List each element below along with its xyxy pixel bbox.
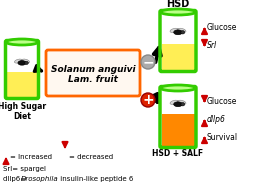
Text: High Sugar
Diet: High Sugar Diet — [0, 102, 46, 121]
Text: insulin-like peptide 6: insulin-like peptide 6 — [58, 176, 133, 182]
Bar — [161, 12, 195, 70]
Ellipse shape — [160, 85, 195, 91]
Text: = Increased: = Increased — [10, 154, 52, 160]
Bar — [161, 88, 195, 146]
Bar — [161, 44, 195, 70]
Text: Lam. fruit: Lam. fruit — [68, 75, 118, 84]
Ellipse shape — [14, 59, 22, 63]
Text: Survival: Survival — [206, 132, 238, 142]
Text: = decreased: = decreased — [69, 154, 113, 160]
Ellipse shape — [25, 61, 28, 64]
Text: Glucose: Glucose — [206, 98, 237, 106]
Circle shape — [141, 55, 155, 69]
Bar — [7, 72, 37, 97]
Bar — [7, 42, 37, 97]
Ellipse shape — [22, 59, 29, 63]
Ellipse shape — [160, 9, 195, 15]
Text: +: + — [142, 93, 154, 107]
FancyBboxPatch shape — [46, 50, 140, 96]
Ellipse shape — [178, 100, 186, 105]
Ellipse shape — [6, 39, 38, 45]
Ellipse shape — [181, 103, 185, 106]
Ellipse shape — [170, 100, 178, 105]
Bar — [161, 114, 195, 146]
Ellipse shape — [178, 28, 186, 33]
Text: dllp6=: dllp6= — [3, 176, 28, 182]
Text: dllp6: dllp6 — [206, 115, 225, 125]
Text: −: − — [142, 55, 154, 69]
Ellipse shape — [174, 30, 182, 35]
Text: Drosophila: Drosophila — [21, 176, 59, 182]
Text: HSD: HSD — [166, 0, 190, 9]
Ellipse shape — [181, 31, 185, 34]
Ellipse shape — [18, 61, 26, 65]
Text: Srl= spargel: Srl= spargel — [3, 166, 46, 172]
Ellipse shape — [170, 28, 178, 33]
Circle shape — [141, 93, 155, 107]
Ellipse shape — [174, 102, 182, 107]
Text: Solanum anguivi: Solanum anguivi — [51, 64, 135, 74]
Text: Glucose: Glucose — [206, 23, 237, 33]
Text: HSD + SALF: HSD + SALF — [153, 149, 204, 158]
Text: Srl: Srl — [206, 42, 217, 50]
